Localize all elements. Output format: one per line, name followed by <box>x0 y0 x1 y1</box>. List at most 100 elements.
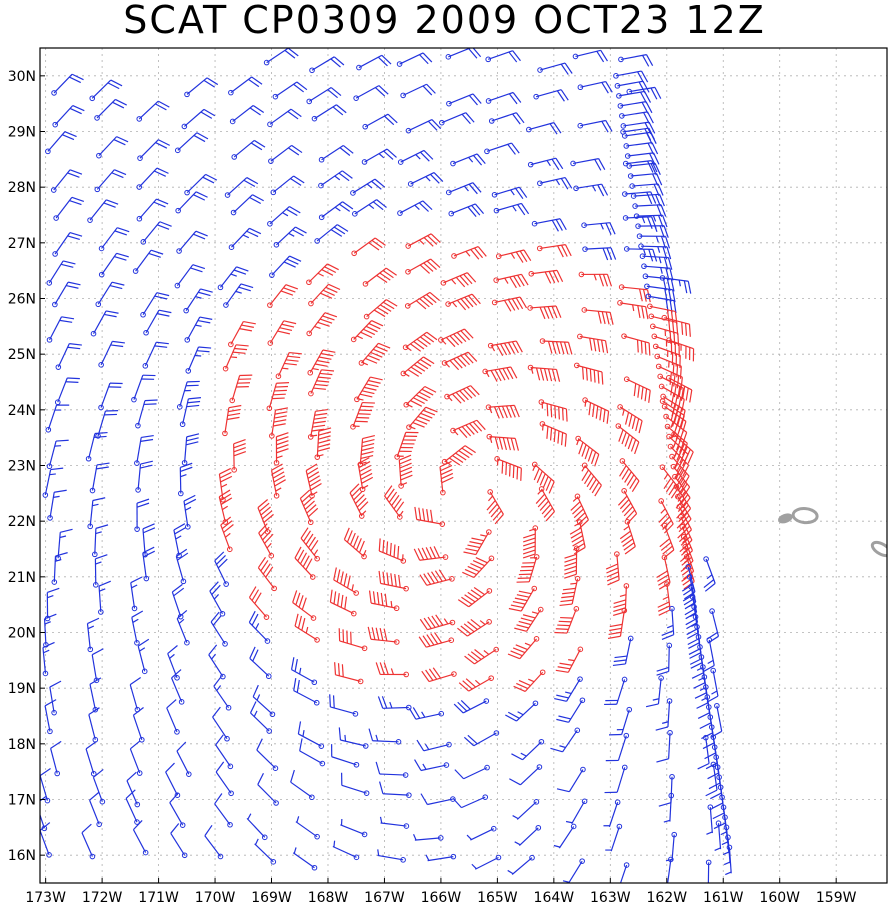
barb-station <box>229 397 236 404</box>
wind-barb <box>615 423 640 455</box>
barb-feather <box>457 627 468 637</box>
barb-feather <box>508 607 522 612</box>
barb-staff <box>608 802 619 828</box>
barb-feather <box>563 341 569 355</box>
wind-barb <box>414 759 450 772</box>
barb-feather <box>510 650 523 657</box>
barb-feather <box>609 312 614 325</box>
barb-feather <box>157 100 170 108</box>
barb-feather <box>609 222 616 235</box>
barb-station <box>318 743 325 749</box>
wind-barb <box>47 489 67 521</box>
barb-feather <box>474 649 485 658</box>
barb-feather <box>400 470 413 477</box>
barb-half-feather <box>447 395 453 402</box>
barb-feather <box>69 107 82 115</box>
barb-feather <box>243 320 256 325</box>
barb-half-feather <box>520 752 527 757</box>
barb-feather <box>423 150 434 160</box>
barb-station <box>676 503 683 510</box>
wind-barb <box>607 607 628 640</box>
barb-feather <box>687 281 692 294</box>
barb-half-feather <box>398 510 404 517</box>
wind-barb <box>51 552 68 585</box>
barb-feather <box>311 428 325 432</box>
barb-feather <box>678 522 689 533</box>
barb-feather <box>614 655 628 659</box>
barb-staff <box>399 200 424 214</box>
barb-feather <box>663 225 669 238</box>
barb-feather <box>378 342 391 349</box>
barb-feather <box>661 630 674 636</box>
barb-feather <box>425 547 433 560</box>
wind-barb <box>617 404 643 434</box>
barb-station <box>574 493 581 500</box>
barb-half-feather <box>696 667 704 671</box>
barb-feather <box>153 201 166 208</box>
wind-barb <box>142 341 169 369</box>
barb-feather <box>419 264 430 274</box>
barb-feather <box>61 316 75 320</box>
barb-station <box>224 192 231 198</box>
barb-feather <box>551 368 557 382</box>
barb-feather <box>172 583 183 593</box>
barb-feather <box>154 295 168 300</box>
wind-barb <box>622 160 658 173</box>
barb-feather <box>208 644 218 656</box>
barb-station <box>140 239 147 245</box>
barb-half-feather <box>663 473 669 480</box>
barb-station <box>680 533 687 540</box>
barb-feather <box>373 309 386 318</box>
barb-feather <box>381 696 388 709</box>
barb-feather <box>474 247 484 259</box>
barb-feather <box>234 347 248 351</box>
barb-feather <box>125 789 136 799</box>
barb-staff <box>257 784 277 804</box>
barb-station <box>174 729 180 735</box>
wind-barb <box>617 488 638 524</box>
barb-feather <box>493 406 500 419</box>
barb-station <box>136 116 143 122</box>
wind-barb <box>269 407 289 439</box>
wind-barb <box>273 226 307 248</box>
barb-feather <box>520 617 534 622</box>
barb-feather <box>548 481 555 494</box>
barb-staff <box>320 170 343 187</box>
barb-feather <box>421 547 429 560</box>
barb-half-feather <box>463 185 469 192</box>
barb-staff <box>331 756 357 766</box>
barb-feather <box>550 747 563 753</box>
barb-feather <box>474 203 485 215</box>
barb-feather <box>602 247 609 261</box>
barb-feather <box>319 372 333 376</box>
barb-station <box>273 241 280 248</box>
barb-staff <box>377 854 404 861</box>
barb-station <box>143 329 149 336</box>
barb-feather <box>393 498 402 510</box>
barb-feather <box>650 87 658 100</box>
barb-station <box>268 158 274 164</box>
barb-feather <box>516 466 519 480</box>
barb-feather <box>467 591 479 600</box>
barb-staff <box>415 713 442 720</box>
barb-feather <box>498 368 506 381</box>
barb-station <box>268 552 275 559</box>
barb-feather <box>516 682 529 690</box>
wind-barb <box>464 646 499 665</box>
wind-barb <box>413 546 449 561</box>
barb-feather <box>637 385 640 398</box>
barb-feather <box>511 753 523 761</box>
barb-feather <box>155 103 167 111</box>
wind-barb <box>88 791 102 828</box>
barb-staff <box>539 176 566 184</box>
wind-barb <box>658 773 675 807</box>
wind-barb <box>357 457 374 493</box>
barb-feather <box>551 306 558 319</box>
barb-feather <box>112 101 125 109</box>
barb-feather <box>514 627 527 632</box>
barb-feather <box>228 404 242 409</box>
barb-feather <box>71 196 85 202</box>
barb-staff <box>488 91 514 102</box>
barb-feather <box>712 812 725 820</box>
